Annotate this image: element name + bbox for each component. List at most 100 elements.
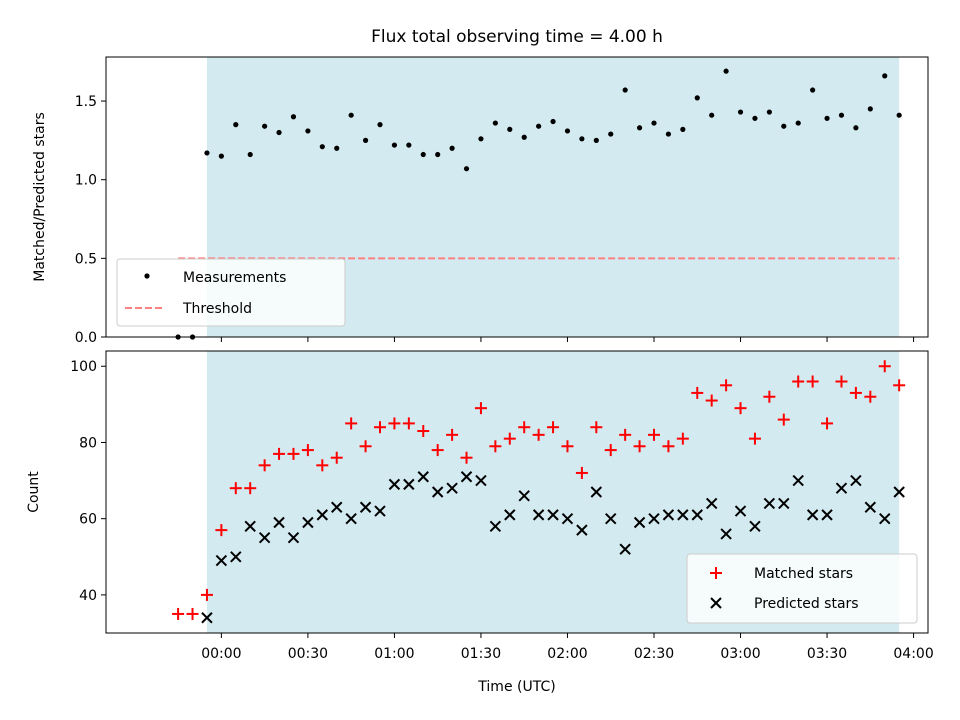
- bottom-legend-box: [686, 553, 918, 624]
- measurement-point: [608, 131, 614, 137]
- measurement-point: [651, 120, 657, 126]
- predicted-star-point: [532, 509, 545, 521]
- measurement-point: [204, 150, 210, 156]
- matched-star-point: [388, 417, 401, 430]
- bottom-plot-frame: [105, 350, 929, 634]
- measurement-point: [247, 151, 253, 158]
- measurement-point: [391, 142, 398, 148]
- bottom-panel: 00:00 00:30 01:00 01:30 02:00 02:30 03:00 03:30…: [26, 350, 934, 695]
- predicted-star-point: [648, 512, 660, 525]
- measurement-point: [262, 123, 268, 129]
- matched-star-point: [503, 432, 516, 445]
- top-y-tick-label: 1.5: [75, 94, 97, 110]
- measurement-point: [622, 87, 628, 93]
- measurement-point: [319, 144, 325, 150]
- measurement-point: [680, 126, 686, 132]
- top-marks: [175, 68, 902, 340]
- measurement-point: [723, 68, 729, 74]
- matched-star-point: [864, 390, 877, 403]
- predicted-star-point: [835, 482, 848, 494]
- matched-star-point: [720, 379, 733, 392]
- x-tick-label: 01:30: [461, 646, 501, 662]
- predicted-star-point: [576, 524, 588, 536]
- x-tick-label: 02:00: [547, 646, 587, 662]
- predicted-star-point: [879, 512, 891, 525]
- matched-star-point: [258, 459, 271, 472]
- measurement-point: [420, 151, 426, 158]
- legend-matched-label: Matched stars: [754, 566, 853, 582]
- x-tick-label: 00:00: [201, 646, 241, 662]
- matched-star-point: [345, 417, 358, 430]
- bottom-x-ticks: 00:00 00:30 01:00 01:30 02:00 02:30 03:00 03:30…: [201, 633, 934, 662]
- predicted-star-point: [705, 497, 718, 510]
- predicted-star-point: [778, 497, 790, 510]
- predicted-star-point: [316, 509, 329, 521]
- predicted-star-point: [792, 474, 804, 487]
- matched-star-point: [229, 482, 242, 495]
- measurement-point: [810, 87, 816, 93]
- top-y-ticks: 0.0 0.5 1.0 1.5: [75, 94, 106, 346]
- measurement-point: [334, 145, 340, 151]
- matched-star-point: [893, 379, 906, 392]
- predicted-star-point: [201, 612, 213, 624]
- predicted-star-point: [547, 509, 559, 521]
- x-axis-label: Time (UTC): [477, 679, 555, 695]
- predicted-star-point: [388, 478, 401, 491]
- measurement-point: [824, 115, 830, 121]
- predicted-star-point: [431, 486, 444, 498]
- predicted-star-point: [446, 482, 458, 494]
- measurement-point: [406, 142, 412, 148]
- top-y-axis-label: Matched/Predicted stars: [32, 112, 48, 282]
- predicted-star-point: [763, 497, 776, 510]
- predicted-star-point: [460, 471, 473, 483]
- matched-star-point: [821, 417, 834, 430]
- predicted-star-point: [677, 509, 689, 521]
- matched-star-point: [460, 451, 473, 464]
- x-tick-label: 01:00: [374, 646, 414, 662]
- predicted-star-point: [417, 471, 429, 483]
- top-y-tick-label: 0.0: [75, 330, 97, 346]
- predicted-star-point: [273, 516, 285, 529]
- bottom-y-ticks: 40 60 80 100: [70, 359, 106, 604]
- bottom-y-tick-label: 60: [79, 512, 97, 528]
- chart-title: Flux total observing time = 4.00 h: [371, 27, 663, 47]
- predicted-star-point: [821, 509, 833, 521]
- top-legend: Measurements Threshold: [116, 258, 346, 327]
- measurement-point: [435, 151, 441, 158]
- top-y-tick-label: 0.5: [75, 251, 97, 267]
- top-panel: Flux total observing time = 4.00 h 0.0 0.…: [32, 27, 929, 346]
- matched-star-point: [619, 428, 632, 441]
- predicted-star-point: [359, 501, 372, 513]
- matched-star-point: [402, 417, 415, 430]
- measurement-point: [305, 128, 311, 134]
- top-x-ticks: [220, 337, 915, 342]
- predicted-star-point: [489, 520, 502, 533]
- measurement-point: [564, 128, 571, 134]
- predicted-star-point: [331, 501, 343, 513]
- matched-star-point: [532, 428, 545, 441]
- predicted-star-point: [345, 512, 357, 525]
- predicted-star-point: [590, 486, 603, 498]
- matched-star-point: [273, 447, 286, 460]
- measurement-point: [593, 137, 599, 143]
- measurement-point: [521, 134, 527, 140]
- measurement-point: [290, 114, 297, 120]
- x-tick-label: 04:00: [893, 646, 933, 662]
- top-plot-frame: [105, 56, 929, 338]
- matched-star-point: [301, 444, 314, 457]
- x-tick-label: 02:30: [634, 646, 674, 662]
- predicted-star-point: [230, 551, 242, 563]
- matched-star-point: [691, 386, 704, 399]
- measurement-point: [882, 73, 888, 79]
- predicted-star-point: [619, 543, 631, 555]
- matched-star-point: [662, 440, 675, 453]
- x-tick-label: 00:30: [288, 646, 328, 662]
- predicted-star-point: [605, 512, 617, 525]
- matched-star-point: [604, 444, 617, 457]
- matched-star-point: [244, 482, 257, 495]
- predicted-star-point: [504, 509, 516, 521]
- matched-star-point: [648, 428, 660, 441]
- predicted-star-point: [720, 528, 732, 540]
- predicted-star-point: [850, 474, 862, 487]
